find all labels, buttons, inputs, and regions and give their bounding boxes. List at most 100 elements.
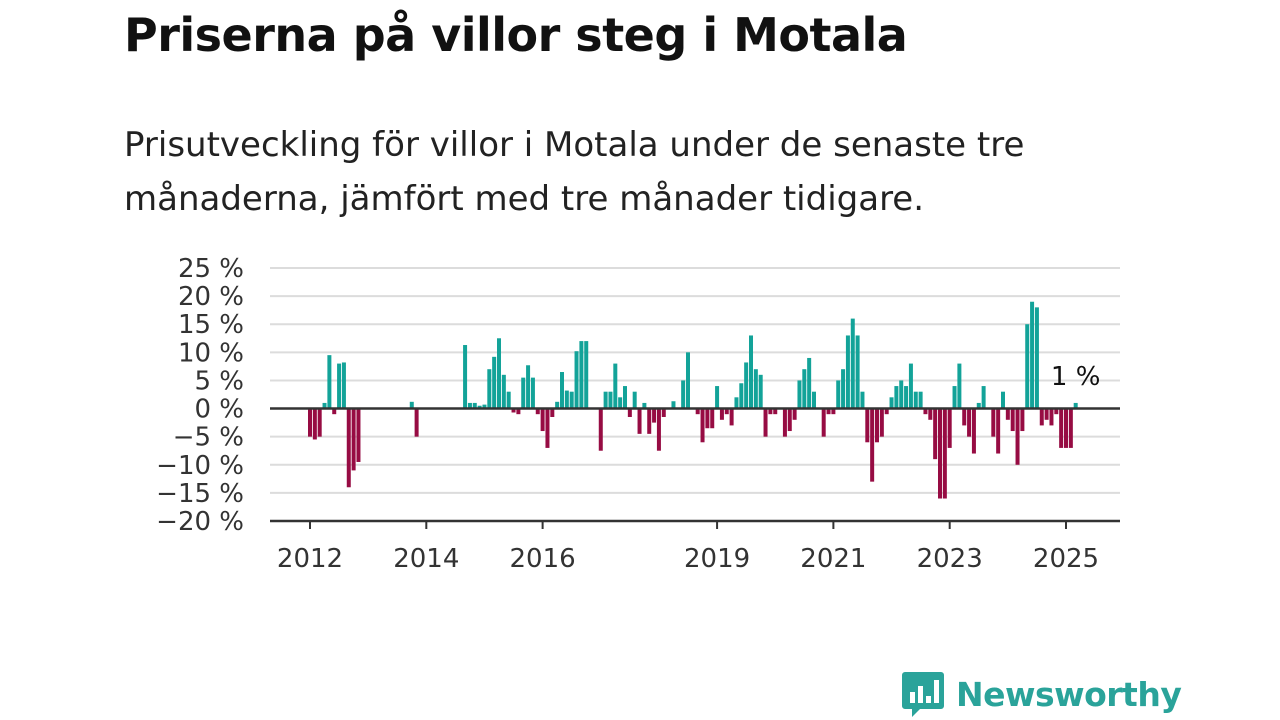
bar	[618, 397, 623, 409]
bar	[812, 391, 816, 409]
bar	[1059, 408, 1064, 448]
bar	[637, 408, 642, 434]
bar	[1005, 408, 1010, 420]
bar	[477, 405, 482, 409]
x-tick-label: 2025	[1033, 544, 1099, 574]
bar	[501, 374, 506, 409]
bar	[904, 386, 909, 409]
bar	[555, 401, 560, 409]
bar	[744, 362, 749, 409]
bar	[1010, 408, 1015, 432]
bar	[356, 408, 361, 462]
bar	[530, 377, 535, 409]
bar	[768, 408, 773, 415]
bar	[1044, 408, 1049, 420]
bar	[845, 335, 850, 409]
bar	[584, 341, 589, 409]
bar	[710, 408, 715, 429]
bar	[962, 408, 967, 426]
bar	[918, 391, 923, 409]
bar	[802, 369, 807, 409]
bar	[463, 345, 468, 409]
bar	[623, 386, 627, 409]
x-tick-label: 2014	[393, 544, 459, 574]
bar	[574, 351, 579, 409]
bar	[317, 408, 322, 437]
bar	[836, 380, 841, 409]
bar	[773, 408, 778, 415]
gridlines	[270, 267, 1120, 494]
bar	[952, 386, 957, 409]
bar	[850, 318, 855, 409]
bar	[1073, 402, 1078, 409]
bar	[632, 391, 637, 409]
bar	[627, 408, 632, 417]
bar	[729, 408, 734, 426]
bar	[550, 408, 555, 417]
bar	[1020, 408, 1025, 432]
bar	[656, 408, 661, 451]
x-tick-label: 2016	[510, 544, 576, 574]
bar	[967, 408, 972, 437]
bar	[976, 402, 981, 409]
bar	[337, 363, 342, 409]
bar	[1025, 324, 1030, 409]
bar	[526, 365, 531, 409]
bar	[908, 363, 913, 409]
bar	[763, 408, 768, 437]
tick-labels: 25 %20 %15 %10 %5 %0 %−5 %−10 %−15 %−20 …	[156, 254, 1100, 574]
bar	[647, 408, 652, 434]
bar	[938, 408, 942, 499]
bar	[686, 352, 690, 409]
bar	[521, 377, 526, 409]
bar	[1054, 408, 1059, 415]
bar	[724, 408, 729, 415]
bar-chart-speech-bubble-icon	[902, 672, 944, 717]
bar	[996, 408, 1001, 454]
y-tick-label: −15 %	[156, 479, 244, 509]
bar	[598, 408, 603, 451]
bar	[487, 369, 492, 409]
bar	[414, 408, 419, 437]
x-tick-label: 2019	[684, 544, 750, 574]
bar	[341, 362, 346, 409]
bar	[797, 380, 802, 409]
x-tick-label: 2021	[800, 544, 866, 574]
bar	[753, 369, 758, 409]
bar	[792, 408, 797, 420]
bar	[492, 356, 497, 409]
bar	[758, 374, 763, 409]
bar	[942, 408, 947, 499]
bar	[841, 369, 846, 409]
y-tick-label: −10 %	[156, 451, 244, 481]
bar	[734, 397, 739, 409]
bar	[947, 408, 952, 448]
y-tick-label: 10 %	[178, 338, 244, 368]
bar	[705, 408, 710, 429]
bar	[875, 408, 879, 443]
bar	[661, 408, 666, 417]
bar	[826, 408, 831, 415]
bar	[1001, 391, 1005, 409]
bar	[681, 380, 686, 409]
bar	[327, 355, 332, 409]
bar	[346, 408, 351, 488]
bar	[749, 335, 753, 409]
bar	[991, 408, 996, 437]
bar	[894, 386, 899, 409]
y-tick-label: 5 %	[194, 366, 244, 396]
bar	[642, 402, 647, 409]
bar	[700, 408, 705, 443]
bar	[787, 408, 792, 432]
bar	[855, 335, 860, 409]
bar	[322, 402, 327, 409]
bar	[1039, 408, 1044, 426]
bar	[506, 391, 511, 409]
bar	[957, 363, 962, 409]
bar	[1030, 301, 1035, 409]
x-tick-label: 2012	[277, 544, 343, 574]
y-tick-label: 20 %	[178, 282, 244, 312]
bar	[879, 408, 884, 437]
bar	[860, 391, 865, 409]
bar	[312, 408, 317, 440]
